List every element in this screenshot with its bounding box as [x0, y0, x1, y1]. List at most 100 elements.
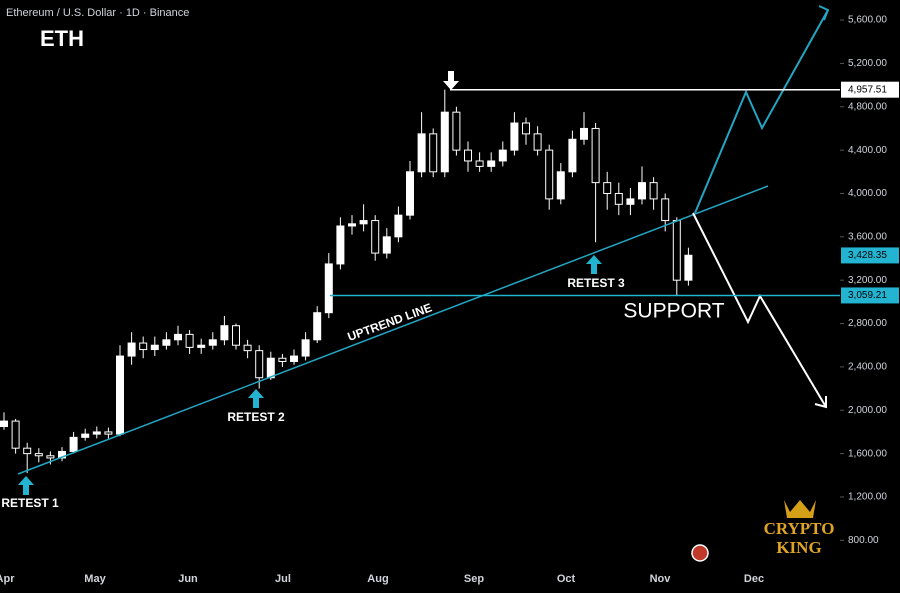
- crown: [784, 500, 816, 518]
- x-tick-label: Apr: [0, 573, 15, 585]
- candle-body: [580, 127, 588, 140]
- price-label: 4,957.51: [848, 84, 887, 95]
- candles: [0, 89, 693, 474]
- candle-body: [69, 436, 78, 452]
- candle-body: [591, 127, 600, 184]
- candle-body: [92, 431, 101, 435]
- candle-body: [475, 160, 484, 167]
- candle-body: [313, 312, 322, 341]
- price-label: 3,428.35: [848, 250, 887, 261]
- candle-body: [278, 357, 287, 362]
- y-tick-label: 2,000.00: [848, 405, 887, 416]
- symbol: ETH: [40, 26, 84, 51]
- x-tick-label: Jul: [275, 573, 291, 585]
- y-tick-label: 4,000.00: [848, 188, 887, 199]
- event-icon: [691, 544, 709, 562]
- x-tick-label: Dec: [744, 573, 764, 585]
- candle-body: [487, 160, 496, 167]
- candle-body: [324, 263, 333, 314]
- candle-body: [220, 325, 229, 341]
- y-tick-label: 4,400.00: [848, 145, 887, 156]
- candle-body: [23, 447, 32, 455]
- peak-arrow: [443, 71, 459, 90]
- candle-body: [649, 182, 658, 200]
- y-tick-label: 800.00: [848, 535, 879, 546]
- retest-label: RETEST 2: [227, 410, 285, 424]
- candle-body: [672, 220, 681, 281]
- candle-body: [127, 342, 136, 357]
- candle-body: [0, 420, 8, 428]
- candle-body: [510, 122, 519, 151]
- x-tick-label: Jun: [178, 573, 198, 585]
- price-label: 3,059.21: [848, 290, 887, 301]
- retest-arrow: [586, 255, 602, 274]
- candle-body: [638, 182, 646, 200]
- y-tick-label: 5,600.00: [848, 15, 887, 26]
- retest-label: RETEST 1: [1, 496, 59, 510]
- retest-arrow: [248, 389, 264, 408]
- uptrend-line: [17, 185, 769, 475]
- candle-body: [406, 171, 414, 216]
- bear-projection: [692, 212, 827, 408]
- bull-arrowhead: [818, 5, 830, 21]
- retest-arrow: [18, 476, 34, 495]
- candle-body: [498, 149, 507, 162]
- y-tick-label: 3,200.00: [848, 275, 887, 286]
- price-label-box: [841, 81, 899, 98]
- candle-body: [626, 198, 635, 205]
- candle-body: [603, 182, 612, 194]
- header: Ethereum / U.S. Dollar · 1D · Binance: [6, 7, 189, 19]
- retest-label: RETEST 3: [567, 276, 625, 290]
- candle-body: [417, 133, 426, 173]
- candle-body: [394, 214, 403, 238]
- candle-body: [348, 223, 356, 227]
- candle-body: [197, 344, 206, 348]
- support-label: SUPPORT: [623, 300, 724, 323]
- candle-body: [382, 236, 391, 254]
- candle-body: [162, 339, 171, 346]
- candle-body: [556, 171, 565, 200]
- bull-projection: [694, 9, 829, 214]
- y-tick-label: 4,800.00: [848, 101, 887, 112]
- candle-body: [371, 220, 380, 254]
- candle-body: [139, 342, 148, 351]
- price-label-box: [841, 287, 899, 304]
- candle-body: [290, 355, 298, 362]
- candle-body: [104, 431, 113, 435]
- candle-body: [232, 325, 240, 346]
- candle-body: [429, 133, 438, 173]
- candle-body: [440, 111, 449, 173]
- x-tick-label: Sep: [464, 573, 484, 585]
- candle-body: [150, 344, 159, 351]
- y-tick-label: 5,200.00: [848, 58, 887, 69]
- watermark: KING: [776, 538, 821, 557]
- candle-body: [452, 111, 461, 151]
- candle-body: [58, 450, 66, 459]
- x-tick-label: May: [84, 573, 106, 585]
- candle-body: [11, 420, 20, 449]
- candle-body: [243, 344, 252, 352]
- candle-body: [522, 122, 530, 135]
- x-tick-label: Aug: [367, 573, 388, 585]
- candle-body: [301, 339, 310, 357]
- y-tick-label: 1,600.00: [848, 448, 887, 459]
- candle-body: [116, 355, 124, 435]
- candle-body: [614, 192, 623, 205]
- candle-body: [34, 453, 43, 457]
- candle-body: [266, 357, 275, 379]
- x-tick-label: Oct: [557, 573, 576, 585]
- candle-body: [208, 339, 217, 346]
- candle-body: [568, 138, 577, 173]
- candle-body: [81, 433, 90, 438]
- candle-body: [661, 198, 670, 222]
- price-label-box: [841, 247, 899, 264]
- candle-body: [46, 455, 55, 459]
- candle-body: [174, 333, 182, 341]
- candle-body: [359, 220, 368, 225]
- candle-body: [684, 254, 693, 281]
- candle-body: [464, 149, 472, 162]
- bear-arrowhead: [814, 396, 827, 409]
- candle-body: [336, 225, 345, 265]
